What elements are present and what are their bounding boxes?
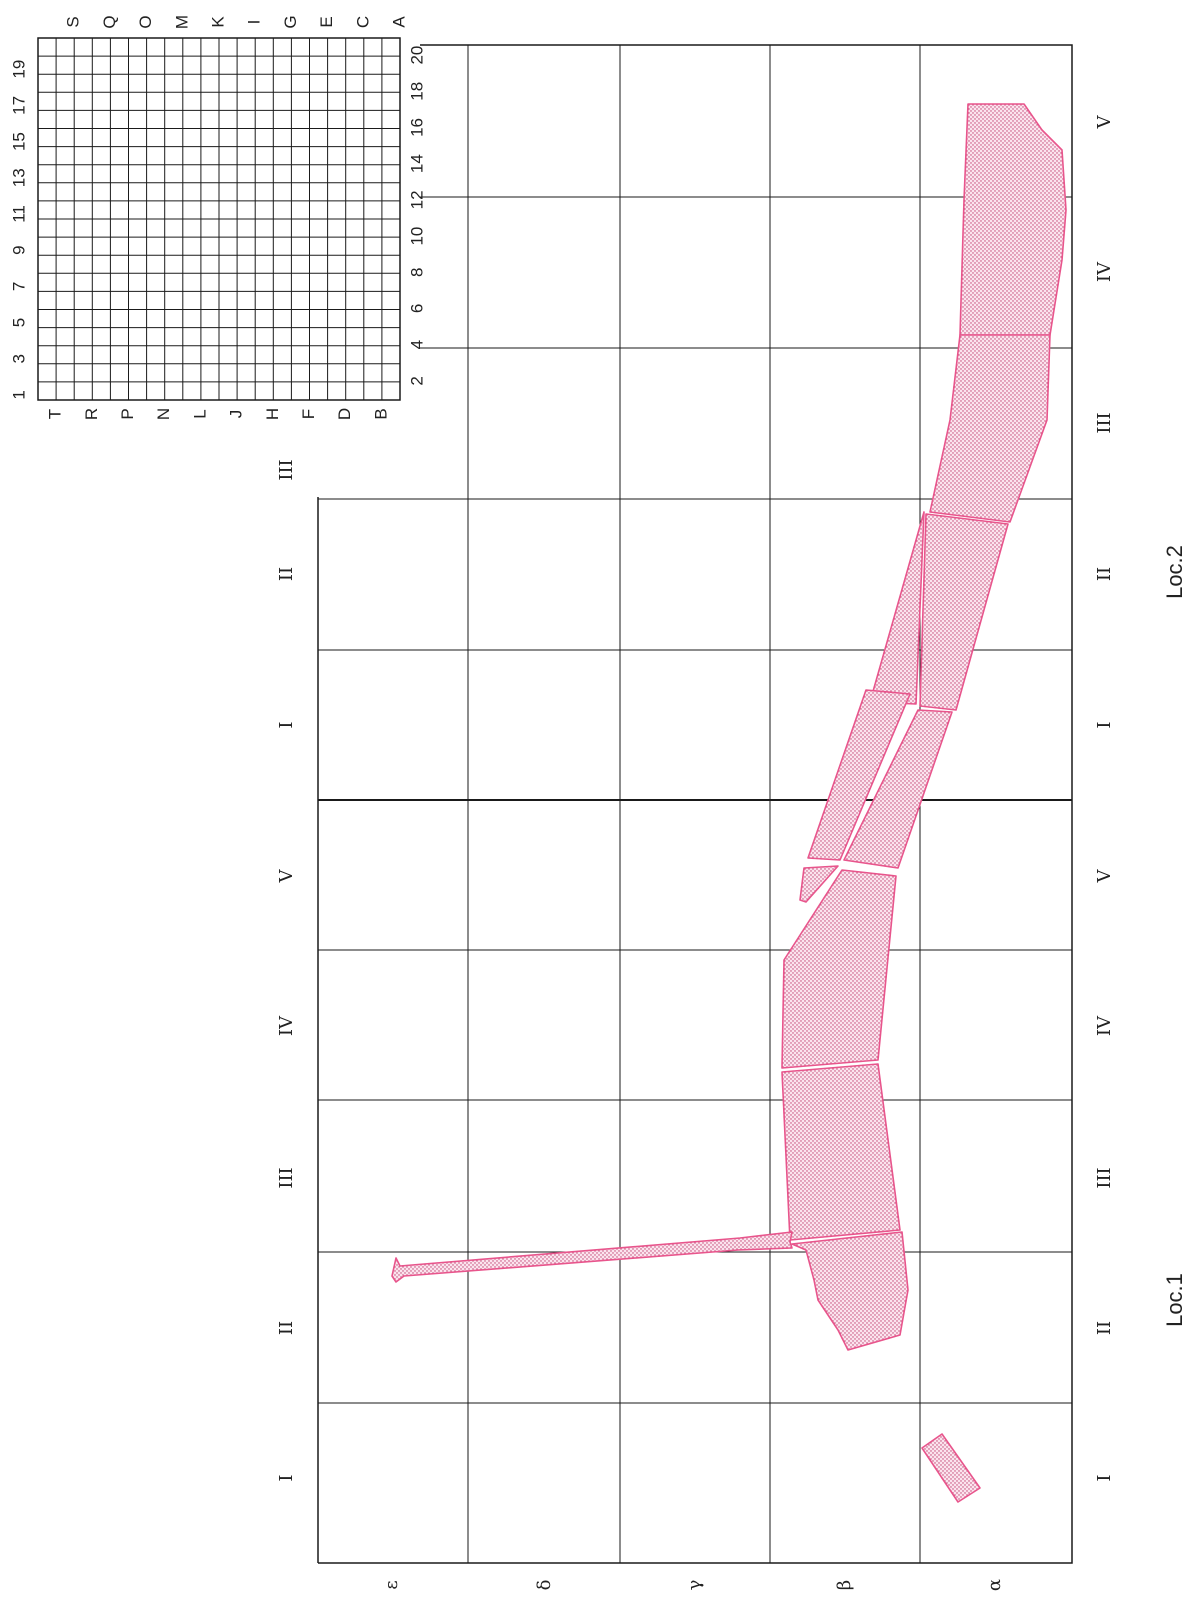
trench-section-7 [799, 865, 839, 903]
key-letter-bottom: L [190, 409, 209, 418]
section-label-left: IV [276, 1015, 297, 1036]
section-label-right: II [1094, 1321, 1115, 1335]
key-letter-bottom: P [118, 408, 137, 419]
greek-label: ε [381, 1580, 402, 1589]
section-label-right: V [1094, 869, 1115, 884]
section-label-left: III [276, 459, 297, 480]
key-number-odd: 17 [9, 96, 28, 115]
key-letter-bottom: J [227, 410, 246, 419]
trench-section-10 [791, 1231, 909, 1351]
section-label-right: IV [1094, 261, 1115, 282]
section-label-right: IV [1094, 1015, 1115, 1036]
key-grid-frame [37, 37, 401, 401]
key-number-odd: 15 [9, 132, 28, 151]
key-number-even: 18 [407, 82, 426, 101]
trench-section-9 [781, 1063, 901, 1241]
loc1-label: Loc.1 [1162, 1273, 1187, 1327]
trench-section-3 [919, 513, 1009, 711]
key-letter-bottom: D [335, 408, 354, 420]
section-label-left: V [276, 869, 297, 884]
section-label-right: V [1094, 115, 1115, 130]
key-number-even: 2 [407, 376, 426, 385]
key-number-odd: 11 [9, 205, 28, 223]
section-label-right: II [1094, 567, 1115, 581]
key-number-odd: 9 [9, 245, 28, 254]
greek-label: α [984, 1579, 1005, 1591]
key-number-odd: 1 [9, 390, 28, 399]
key-letter-bottom: T [46, 409, 65, 419]
key-letter-top: E [317, 16, 336, 27]
key-number-even: 16 [407, 118, 426, 137]
key-letter-top: O [136, 15, 155, 28]
key-letter-top: G [281, 15, 300, 28]
section-label-left: II [276, 567, 297, 581]
trench-section-8 [781, 869, 897, 1069]
key-letter-top: M [172, 15, 191, 29]
excavation-areas [391, 103, 1067, 1503]
trench-section-1 [959, 103, 1067, 336]
greek-label: β [834, 1580, 855, 1590]
key-letter-top: A [389, 16, 408, 28]
key-number-odd: 19 [9, 60, 28, 79]
key-letter-top: K [208, 16, 227, 28]
key-number-even: 12 [407, 190, 426, 209]
key-number-odd: 5 [9, 318, 28, 327]
key-letter-bottom: N [154, 408, 173, 420]
key-number-even: 8 [407, 268, 426, 277]
key-number-even: 4 [407, 340, 426, 349]
main-grid [317, 44, 1073, 1564]
grid-frame [318, 44, 1073, 1564]
section-label-left: II [276, 1321, 297, 1335]
greek-label: δ [534, 1580, 555, 1591]
key-number-even: 10 [407, 227, 426, 246]
key-number-odd: 7 [9, 282, 28, 291]
trench-section-6 [807, 689, 911, 861]
key-letter-bottom: R [82, 408, 101, 420]
trench-section-4 [869, 511, 925, 705]
trench-section-2 [929, 334, 1051, 523]
trench-section-5 [843, 709, 953, 869]
section-label-left: I [276, 1474, 297, 1481]
section-label-right: III [1094, 1167, 1115, 1188]
key-number-even: 14 [407, 154, 426, 173]
isolated-feature [921, 1433, 981, 1503]
loc2-label: Loc.2 [1162, 545, 1187, 599]
key-number-odd: 3 [9, 354, 28, 363]
key-letter-bottom: H [263, 408, 282, 420]
key-number-odd: 13 [9, 168, 28, 187]
key-letter-top: C [353, 16, 372, 28]
key-letter-top: S [64, 16, 83, 27]
key-number-even: 20 [407, 46, 426, 65]
section-label-left: III [276, 1167, 297, 1188]
section-label-right: I [1094, 721, 1115, 728]
key-letter-top: I [245, 20, 264, 25]
labels: αβγδεIIIIIIIVVIIIIIIIIIIIIIVVIIIIIIIVVLo… [276, 115, 1187, 1592]
key-letter-top: Q [100, 15, 119, 28]
channel [391, 1231, 793, 1283]
section-label-right: III [1094, 412, 1115, 433]
key-number-even: 6 [407, 304, 426, 313]
greek-label: γ [684, 1580, 705, 1591]
key-letter-bottom: F [299, 409, 318, 419]
key-letter-bottom: B [371, 408, 390, 419]
section-label-left: I [276, 721, 297, 728]
section-label-right: I [1094, 1474, 1115, 1481]
